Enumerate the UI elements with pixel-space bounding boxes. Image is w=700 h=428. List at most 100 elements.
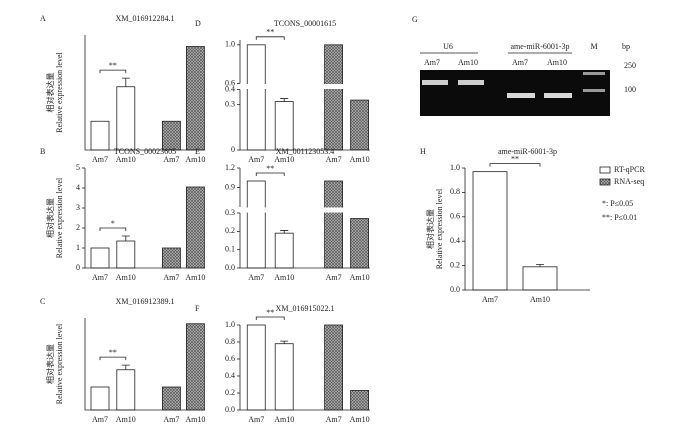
error-bar	[280, 230, 289, 234]
bar	[246, 324, 266, 411]
legend-label: RT-qPCR	[614, 165, 645, 174]
chart-title: XM_016912284.1	[116, 14, 175, 23]
significance-bracket	[255, 316, 285, 320]
significance-label: **	[109, 348, 117, 357]
x-tick-label: Am10	[274, 273, 294, 282]
significance-bracket	[255, 36, 285, 40]
y-tick-label: 0.2	[225, 388, 235, 397]
significance-bracket	[489, 163, 541, 167]
chart-panel: B TCONS_00023605 相对表达量 Relative expression …	[40, 147, 205, 282]
panel-letter: A	[40, 14, 46, 23]
x-tick-label: Am7	[326, 155, 342, 164]
legend-swatch	[599, 178, 611, 186]
significance-bracket	[255, 172, 285, 176]
axis-break	[236, 84, 370, 89]
x-tick-label: Am10	[185, 155, 205, 164]
error-bar	[121, 235, 130, 241]
bar	[324, 324, 344, 411]
lane-label: Am10	[458, 58, 478, 67]
x-tick-label: Am10	[116, 415, 136, 424]
significance-label: **	[266, 164, 274, 173]
y-axis-label: 相对表达量	[45, 198, 55, 238]
unit-label: bp	[622, 42, 630, 51]
bar	[185, 323, 205, 411]
y-axis-label: Relative expression level	[435, 188, 444, 269]
lane-label: Am10	[547, 58, 567, 67]
y-tick-label: 0.0	[225, 263, 235, 272]
error-bar	[280, 98, 289, 102]
y-tick-label: 0.8	[225, 337, 235, 346]
significance-label: **	[266, 28, 274, 37]
marker-label: 250	[624, 61, 636, 70]
panel-letter: H	[420, 147, 426, 156]
error-bar	[121, 364, 130, 370]
bar	[161, 386, 181, 411]
marker-label: 100	[624, 85, 636, 94]
bar	[274, 343, 294, 411]
chart-title: XM_001123053.4	[276, 147, 335, 156]
y-tick-label: 0.4	[225, 84, 235, 93]
x-tick-label: Am7	[326, 273, 342, 282]
y-axis-label: 相对表达量	[45, 73, 55, 113]
y-tick-label: 0.0	[225, 405, 235, 414]
y-tick-label: 0.4	[225, 371, 235, 380]
band	[422, 80, 448, 85]
chart-title: ame-miR-6001-3p	[498, 147, 557, 156]
gel-panel: G U6 ame-miR-6001-3p Am7 Am10 Am7 Am10 M…	[412, 15, 636, 116]
y-tick-label: 0.6	[225, 78, 235, 87]
gel-group: ame-miR-6001-3p	[510, 42, 569, 51]
y-tick-label: 0.4	[450, 236, 460, 245]
chart-title: XM_016912389.1	[116, 297, 175, 306]
bar	[185, 186, 205, 269]
y-tick-label: 0.2	[450, 260, 460, 269]
panel-letter: F	[195, 304, 200, 313]
y-tick-label: 1.0	[450, 163, 460, 172]
y-axis-label: Relative expression level	[55, 323, 64, 404]
x-tick-label: Am7	[92, 415, 108, 424]
note: *: P≤0.05	[602, 199, 633, 208]
axis-break	[236, 207, 370, 213]
y-tick-label: 0.8	[450, 187, 460, 196]
chart-panel: C XM_016912389.1 相对表达量 Relative expression …	[40, 297, 205, 424]
significance-label: **	[266, 308, 274, 317]
y-axis-label: 相对表达量	[425, 209, 435, 249]
bar	[185, 46, 205, 151]
panel-letter: C	[40, 297, 45, 306]
bar	[90, 120, 110, 151]
chart-title: TCONS_00001615	[274, 19, 336, 28]
x-tick-label: Am10	[274, 155, 294, 164]
y-tick-label: 0	[231, 145, 235, 154]
significance-bracket	[99, 227, 127, 231]
bar	[90, 386, 110, 411]
chart-title: XM_016915022.1	[276, 304, 335, 313]
error-bar	[280, 340, 289, 344]
significance-bracket	[99, 69, 127, 74]
y-axis-label: 相对表达量	[45, 344, 55, 384]
panel-letter: E	[195, 147, 200, 156]
band	[507, 93, 535, 98]
marker-band	[583, 89, 605, 92]
bar	[350, 99, 370, 151]
x-tick-label: Am7	[163, 273, 179, 282]
lane-label: M	[590, 42, 597, 51]
x-tick-label: Am7	[92, 273, 108, 282]
bar	[116, 369, 136, 411]
bar	[116, 86, 136, 151]
x-tick-label: Am7	[248, 155, 264, 164]
gel-group: U6	[443, 42, 453, 51]
chart-title: TCONS_00023605	[114, 147, 176, 156]
axis	[84, 35, 205, 151]
panel-letter: D	[195, 19, 201, 28]
legend-swatch	[599, 166, 611, 174]
bar	[274, 232, 294, 269]
chart-panel: D TCONS_00001615 Am7 Am10 Am7 Am10 0 0.3 0.40.6 1…	[195, 19, 370, 164]
bar	[274, 101, 294, 151]
x-tick-label: Am7	[163, 415, 179, 424]
y-tick-label: 0.3	[225, 99, 235, 108]
bar	[472, 171, 508, 291]
y-tick-label: 1	[76, 243, 80, 252]
significance-bracket	[99, 356, 127, 361]
y-axis-label: Relative expression level	[55, 177, 64, 258]
